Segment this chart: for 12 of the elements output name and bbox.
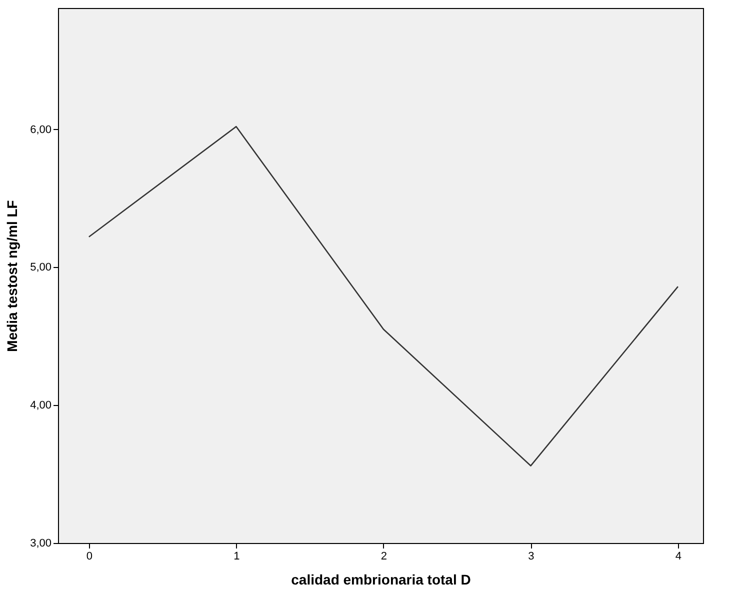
x-tick-label: 1 bbox=[234, 550, 240, 562]
y-tick-label: 4,00 bbox=[30, 400, 52, 412]
y-axis-title: Media testost ng/ml LF bbox=[4, 200, 20, 352]
y-tick-label: 3,00 bbox=[30, 538, 52, 550]
line-series bbox=[88, 126, 679, 466]
y-tick-label: 6,00 bbox=[30, 124, 52, 136]
x-tick-label: 4 bbox=[675, 550, 682, 562]
x-tick-label: 2 bbox=[380, 550, 388, 562]
x-tick-label: 3 bbox=[528, 550, 534, 562]
x-axis-title: calidad embrionaria total D bbox=[291, 572, 471, 588]
x-tick-label: 0 bbox=[86, 550, 92, 562]
y-tick-label: 5,00 bbox=[30, 262, 52, 274]
